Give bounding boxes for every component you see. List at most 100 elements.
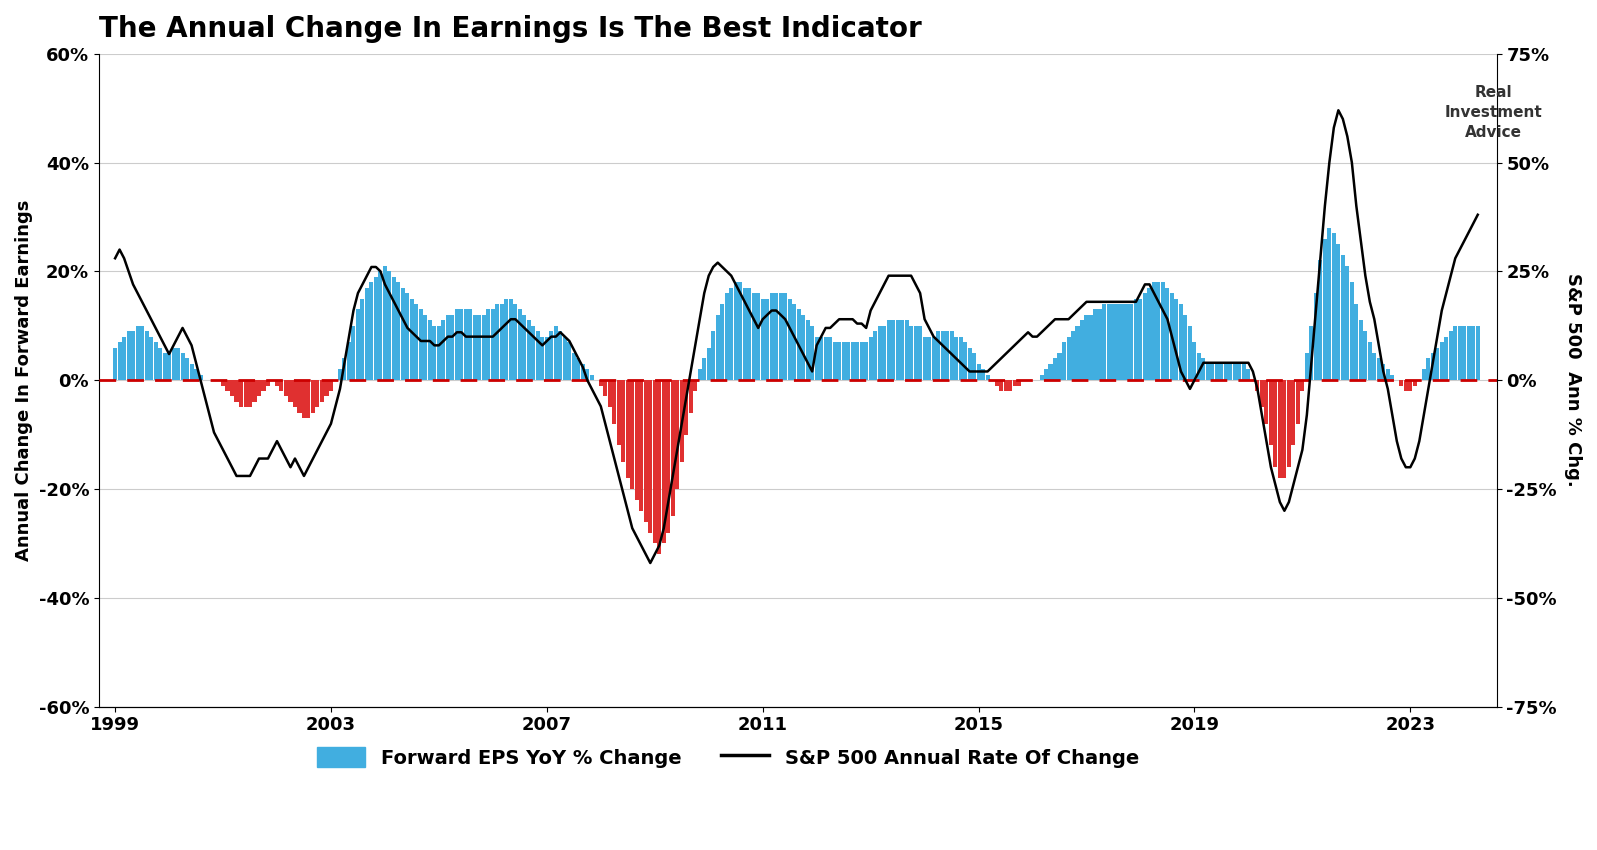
Bar	[1233, 364, 1238, 380]
Bar	[1260, 380, 1263, 407]
Bar	[747, 287, 751, 380]
Bar	[1242, 364, 1246, 380]
Bar	[1099, 309, 1102, 380]
Bar	[1220, 364, 1223, 380]
Bar	[1166, 287, 1169, 380]
Legend: Forward EPS YoY % Change, S&P 500 Annual Rate Of Change: Forward EPS YoY % Change, S&P 500 Annual…	[310, 740, 1147, 775]
Y-axis label: S&P 500  Ann % Chg.: S&P 500 Ann % Chg.	[1563, 274, 1583, 487]
Bar	[854, 342, 859, 380]
Bar	[797, 309, 800, 380]
Bar	[1318, 260, 1322, 380]
Bar	[225, 380, 230, 391]
Bar	[505, 298, 508, 380]
Bar	[292, 380, 297, 407]
Bar	[936, 332, 941, 380]
Bar	[733, 282, 738, 380]
Bar	[1143, 293, 1147, 380]
Bar	[1409, 380, 1412, 391]
Bar	[1458, 326, 1461, 380]
Bar	[589, 375, 594, 380]
Bar	[414, 304, 418, 380]
Bar	[1003, 380, 1008, 391]
Bar	[814, 337, 819, 380]
Bar	[193, 369, 198, 380]
Bar	[644, 380, 648, 522]
Bar	[248, 380, 252, 407]
Bar	[567, 342, 572, 380]
Bar	[985, 375, 990, 380]
Bar	[311, 380, 315, 413]
Bar	[1426, 359, 1431, 380]
Bar	[490, 309, 495, 380]
Bar	[1223, 364, 1228, 380]
Bar	[158, 348, 161, 380]
Bar	[1354, 304, 1359, 380]
Bar	[1372, 353, 1377, 380]
Bar	[361, 298, 364, 380]
Bar	[1300, 380, 1305, 391]
Bar	[653, 380, 656, 543]
Bar	[1080, 320, 1084, 380]
Bar	[859, 342, 864, 380]
Text: Real
Investment
Advice: Real Investment Advice	[1444, 85, 1543, 139]
Bar	[680, 380, 684, 462]
Bar	[926, 337, 931, 380]
Bar	[252, 380, 257, 402]
Bar	[639, 380, 644, 511]
Bar	[585, 369, 589, 380]
Bar	[878, 326, 882, 380]
Bar	[463, 309, 468, 380]
Bar	[1310, 326, 1313, 380]
Bar	[262, 380, 265, 391]
Bar	[1270, 380, 1273, 445]
Bar	[131, 332, 136, 380]
Bar	[1367, 342, 1372, 380]
Bar	[770, 293, 773, 380]
Bar	[316, 380, 319, 407]
Bar	[648, 380, 652, 533]
Bar	[715, 314, 720, 380]
Bar	[829, 337, 832, 380]
Bar	[428, 320, 431, 380]
Bar	[779, 293, 783, 380]
Bar	[374, 277, 378, 380]
Bar	[406, 293, 409, 380]
Bar	[153, 342, 158, 380]
Bar	[1129, 304, 1134, 380]
Bar	[220, 380, 225, 386]
Bar	[1453, 326, 1458, 380]
Bar	[366, 287, 369, 380]
Bar	[725, 293, 728, 380]
Bar	[608, 380, 612, 407]
Bar	[1377, 359, 1381, 380]
Bar	[901, 320, 904, 380]
Bar	[388, 271, 391, 380]
Bar	[945, 332, 949, 380]
Bar	[482, 314, 485, 380]
Bar	[787, 298, 792, 380]
Bar	[1391, 375, 1394, 380]
Bar	[478, 314, 481, 380]
Bar	[626, 380, 629, 479]
Bar	[410, 298, 414, 380]
Bar	[1463, 326, 1466, 380]
Bar	[279, 380, 284, 391]
Bar	[235, 380, 238, 402]
Bar	[267, 380, 270, 386]
Bar	[1044, 369, 1048, 380]
Bar	[1273, 380, 1278, 468]
Bar	[190, 364, 193, 380]
Bar	[549, 332, 553, 380]
Bar	[446, 314, 450, 380]
Bar	[1399, 380, 1404, 386]
Bar	[953, 337, 958, 380]
Bar	[1345, 266, 1349, 380]
Bar	[240, 380, 243, 407]
Bar	[688, 380, 693, 413]
Bar	[257, 380, 260, 396]
Bar	[1084, 314, 1089, 380]
Bar	[684, 380, 688, 434]
Bar	[149, 337, 153, 380]
Bar	[634, 380, 639, 500]
Bar	[698, 369, 701, 380]
